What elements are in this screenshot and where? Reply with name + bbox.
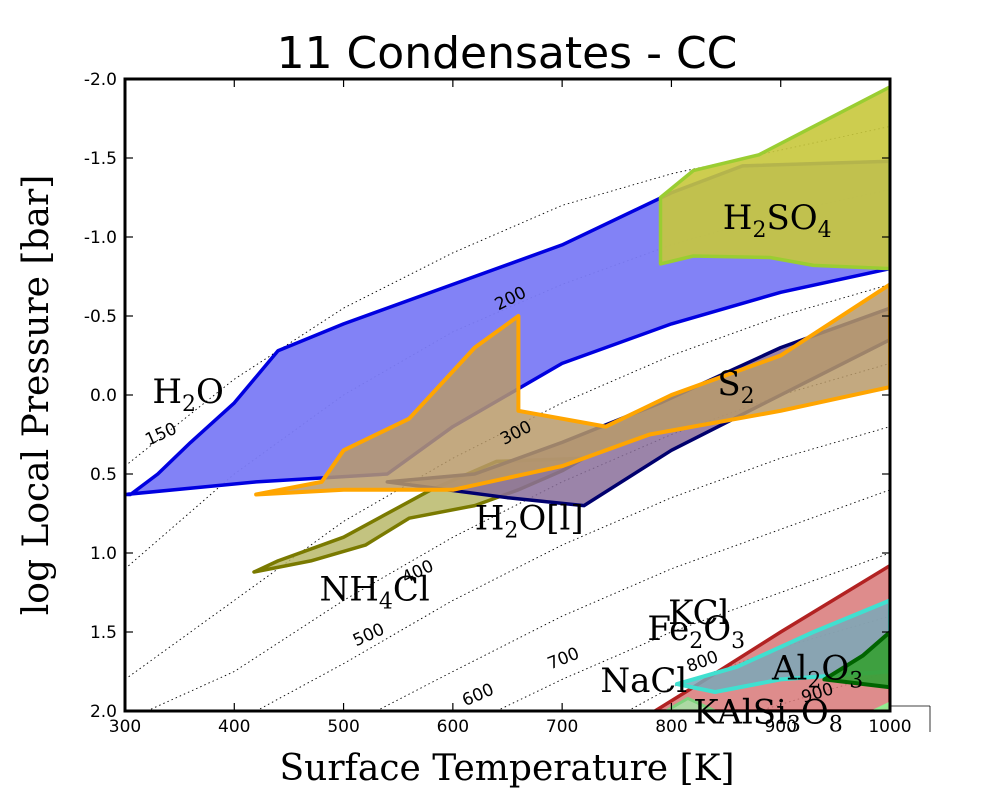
y-tick-label: -1.0 (84, 228, 117, 248)
y-tick-label: -0.5 (84, 307, 117, 327)
chart-title: 11 Condensates - CC (277, 28, 738, 79)
region-label-h2o-l: H2O[l] (475, 498, 584, 543)
x-tick-label: 500 (327, 717, 359, 737)
y-tick-label: 1.5 (90, 623, 117, 643)
isotherm-500 (255, 426, 890, 711)
region-label-h2o: H2O (152, 372, 224, 417)
y-tick-label: 0.5 (90, 465, 117, 485)
x-tick-label: 400 (218, 717, 250, 737)
isotherm-label-700: 700 (545, 644, 583, 675)
isotherm-label-150: 150 (142, 419, 180, 450)
isotherm-label-600: 600 (459, 680, 497, 711)
y-tick-label: 2.0 (90, 702, 117, 722)
x-axis: 300 400 500 600 700 800 900 1000 (109, 79, 912, 737)
region-s2 (254, 282, 890, 497)
x-axis-label: Surface Temperature [K] (279, 748, 734, 789)
region-label-kcl: KCl (668, 593, 729, 633)
isotherm-400 (146, 362, 890, 711)
x-tick-label: 600 (437, 717, 469, 737)
y-tick-label: 0.0 (90, 386, 117, 406)
y-axis-label: log Local Pressure [bar] (16, 175, 57, 615)
region-nacl (664, 696, 717, 711)
kalsi3o8-leader (890, 705, 931, 732)
region-kalsi3o8 (872, 701, 890, 711)
y-tick-label: -1.5 (84, 149, 117, 169)
x-tick-label: 800 (655, 717, 687, 737)
x-tick-label: 900 (764, 717, 796, 737)
region-label-nacl: NaCl (600, 661, 687, 701)
isotherm-700 (496, 552, 890, 711)
region-label-fe2o3: Fe2O3 (647, 609, 745, 654)
region-layer (125, 85, 890, 711)
x-tick-label: 1000 (868, 717, 911, 737)
region-label-kalsi3o8: KAlSi3O8 (693, 693, 843, 738)
region-h2so4 (658, 85, 890, 271)
region-label-al2o3: Al2O3 (771, 648, 863, 693)
region-al2o3 (822, 630, 890, 690)
x-tick-label: 300 (109, 717, 141, 737)
region-label-s2: S2 (717, 364, 754, 409)
y-tick-label: -2.0 (84, 70, 117, 90)
region-label-h2so4: H2SO4 (723, 198, 832, 243)
region-label-nh4cl: NH4Cl (320, 569, 430, 614)
region-kcl (674, 598, 890, 694)
isotherm-label-500: 500 (350, 620, 388, 652)
y-axis: 2.0 1.5 1.0 0.5 0.0 -0.5 -1.0 -1.5 -2.0 (84, 70, 890, 722)
isotherm-300 (125, 283, 890, 680)
x-tick-label: 700 (546, 717, 578, 737)
y-tick-label: 1.0 (90, 544, 117, 564)
